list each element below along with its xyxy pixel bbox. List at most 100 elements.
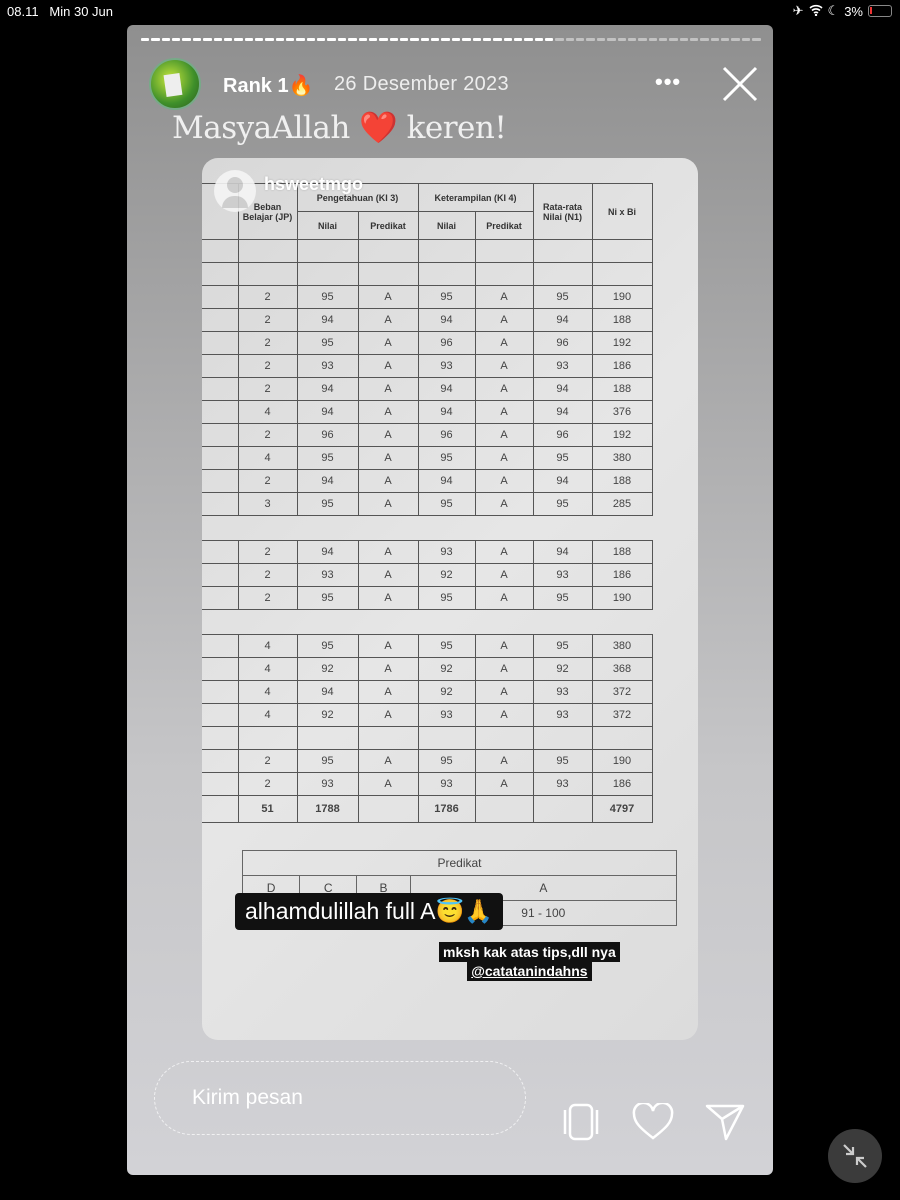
table-cell [357, 262, 419, 286]
table-cell: 93 [417, 540, 476, 564]
story-photo: Beban Belajar (JP) Pengetahuan (KI 3) Ke… [202, 158, 698, 1040]
table-cell: A [357, 634, 419, 658]
table-cell [474, 262, 534, 286]
table-cell: 2 [237, 540, 298, 564]
header-beban: Beban Belajar (JP) [237, 183, 298, 240]
table-cell: 186 [591, 354, 653, 378]
table-cell: 94 [532, 469, 593, 493]
table-cell: 2 [237, 469, 298, 493]
progress-segment [700, 38, 709, 41]
story-progress-bar [141, 38, 761, 42]
subject-cell [202, 657, 239, 681]
table-cell [474, 239, 534, 263]
table-cell: 93 [532, 680, 593, 704]
message-input[interactable]: Kirim pesan [154, 1061, 526, 1135]
table-cell: A [357, 285, 419, 309]
subject-cell [202, 423, 239, 447]
table-cell: 95 [296, 586, 359, 610]
table-cell: 2 [237, 285, 298, 309]
progress-segment [265, 38, 274, 41]
heart-icon[interactable] [632, 1103, 674, 1141]
battery-icon [868, 5, 892, 17]
table-cell: 95 [532, 749, 593, 773]
table-cell: 93 [417, 703, 476, 727]
mention-link[interactable]: @catatanindahns [467, 961, 592, 981]
progress-segment [286, 38, 295, 41]
table-cell: A [474, 308, 534, 332]
header-keterampilan: Keterampilan (KI 4) [417, 183, 534, 212]
table-row: 2 94 A 93 A 94 188 [202, 540, 653, 564]
table-cell: 2 [237, 331, 298, 355]
story-viewer[interactable]: Rank 1🔥 26 Desember 2023 ••• MasyaAllah … [127, 25, 773, 1175]
table-cell: A [357, 308, 419, 332]
table-cell: A [357, 492, 419, 516]
table-cell: A [357, 563, 419, 587]
progress-segment [223, 38, 233, 41]
subject-cell [202, 563, 239, 587]
progress-segment [658, 38, 668, 41]
table-cell: 190 [591, 285, 653, 309]
progress-segment [379, 38, 388, 41]
table-cell: 94 [532, 540, 593, 564]
tagged-username: hsweetmgo [264, 173, 364, 194]
table-cell [357, 239, 419, 263]
table-cell: A [474, 749, 534, 773]
table-cell: 188 [591, 308, 653, 332]
total-cell: 1786 [417, 795, 476, 823]
progress-segment [172, 38, 181, 41]
close-icon[interactable] [721, 65, 759, 103]
table-cell: 94 [532, 400, 593, 424]
table-row: 4 92 A 93 A 93 372 [202, 703, 653, 727]
progress-segment [213, 38, 222, 41]
subject-cell [202, 446, 239, 470]
subject-cell [202, 634, 239, 658]
progress-segment [141, 38, 150, 41]
minimize-button[interactable] [828, 1129, 882, 1183]
blank-row [202, 239, 653, 263]
table-cell: 2 [237, 423, 298, 447]
table-cell: 93 [296, 563, 359, 587]
table-cell: 94 [296, 308, 359, 332]
header-predikat: Predikat [474, 211, 534, 240]
header-rata: Rata-rata Nilai (N1) [532, 183, 593, 240]
table-cell: 92 [532, 657, 593, 681]
more-options-button[interactable]: ••• [655, 69, 682, 94]
avatar[interactable] [149, 58, 201, 110]
table-cell [532, 262, 593, 286]
progress-segment [358, 38, 367, 41]
username[interactable]: Rank 1🔥 [223, 75, 314, 97]
table-row: 2 94 A 94 A 94 188 [202, 377, 653, 401]
progress-segment [317, 38, 326, 41]
table-cell: 92 [417, 563, 476, 587]
table-cell: A [357, 657, 419, 681]
table-cell: 376 [591, 400, 653, 424]
subject-cell [202, 772, 239, 796]
user-avatar-icon [214, 170, 256, 212]
subject-cell [202, 239, 239, 263]
table-cell [417, 262, 476, 286]
table-cell: A [357, 400, 419, 424]
table-cell: 95 [417, 586, 476, 610]
table-cell: A [474, 469, 534, 493]
table-cell: A [474, 540, 534, 564]
table-cell [296, 239, 359, 263]
table-cell: A [474, 634, 534, 658]
share-to-story-icon[interactable] [560, 1103, 602, 1141]
progress-segment [244, 38, 253, 41]
header-predikat: Predikat [357, 211, 419, 240]
table-cell: 92 [296, 703, 359, 727]
table-cell: A [357, 540, 419, 564]
progress-segment [679, 38, 689, 41]
tagged-user[interactable]: hsweetmgo [214, 170, 363, 212]
progress-segment [752, 38, 761, 41]
subject-cell [202, 726, 239, 750]
progress-segment [721, 38, 730, 41]
progress-segment [420, 38, 430, 41]
total-row: 51 1788 1786 4797 [202, 795, 653, 823]
table-cell: 95 [532, 586, 593, 610]
table-cell: 93 [532, 703, 593, 727]
table-cell: 190 [591, 586, 653, 610]
subject-cell [202, 285, 239, 309]
table-cell: 96 [296, 423, 359, 447]
send-icon[interactable] [705, 1103, 745, 1141]
